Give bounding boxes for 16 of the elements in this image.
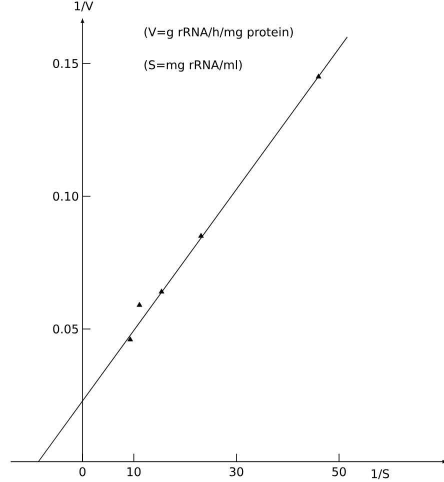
y-tick-label: 0.10 [53, 192, 78, 201]
point [136, 302, 142, 307]
y-tick-label: 0.05 [53, 324, 78, 334]
x-tick-label: 50 [332, 467, 346, 476]
x-axis-title: 1/S [372, 469, 390, 480]
annotation: (S=mg rRNA/ml) [144, 60, 242, 72]
y-axis-title: 1/V [74, 2, 94, 12]
point [158, 288, 164, 294]
annotation: (V=g rRNA/h/mg protein) [144, 27, 293, 39]
point [127, 336, 134, 342]
x-tick-label: 0 [79, 467, 86, 476]
y-tick-label: 0.15 [53, 58, 78, 68]
x-tick-label: 30 [230, 467, 244, 476]
point [198, 232, 204, 238]
point [316, 74, 322, 78]
x-tick-label: 10 [128, 467, 141, 476]
